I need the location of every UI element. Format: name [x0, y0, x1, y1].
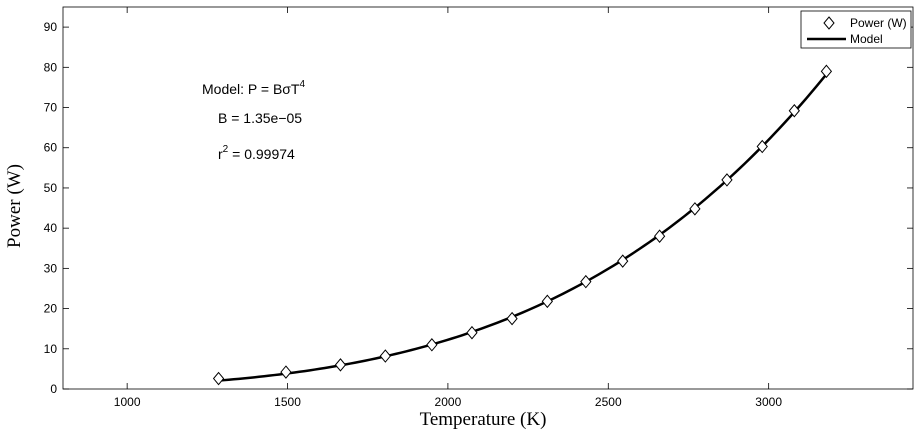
coefficient-b: B = 1.35e−05: [218, 110, 302, 126]
model-equation-exponent: 4: [299, 79, 305, 90]
data-point: [506, 311, 518, 326]
y-tick-label: 30: [44, 261, 58, 275]
data-point: [721, 173, 733, 187]
legend-box: [800, 10, 912, 49]
y-tick-label: 20: [44, 302, 58, 316]
x-tick-label: 2500: [595, 395, 622, 409]
data-point: [756, 139, 768, 154]
plot-frame: [62, 6, 914, 390]
data-point: [820, 64, 833, 79]
plot-area: [62, 6, 914, 390]
y-tick-label: 10: [44, 342, 58, 356]
r-squared-base: r: [218, 146, 223, 162]
y-tick-label: 60: [44, 141, 58, 155]
data-point: [788, 103, 800, 118]
r-squared: r2 = 0.99974: [218, 144, 295, 162]
data-point: [653, 229, 666, 243]
data-point: [466, 325, 478, 340]
data-point: [379, 349, 392, 363]
model-equation-text: Model: P = BσT: [202, 81, 300, 97]
y-tick-label: 90: [44, 20, 58, 34]
data-point: [689, 202, 701, 216]
data-point: [617, 254, 629, 268]
legend: Power (W) Model: [800, 10, 912, 49]
y-tick-label: 40: [44, 221, 58, 235]
legend-diamond-marker: [823, 16, 835, 30]
r-squared-value: = 0.99974: [228, 146, 295, 162]
x-tick-label: 3000: [755, 395, 782, 409]
data-point: [580, 274, 592, 289]
y-tick-label: 50: [44, 181, 58, 195]
x-tick-label: 2000: [435, 395, 462, 409]
r-squared-exponent: 2: [223, 144, 229, 155]
data-point: [541, 294, 553, 309]
axes: 1000 1500 2000 2500 3000 0 10 20 30 40 50 60 70 80 90: [44, 7, 913, 409]
x-tick-label: 1000: [114, 395, 141, 409]
data-point: [212, 371, 225, 386]
data-point: [426, 337, 438, 352]
series-layer: [212, 64, 833, 386]
y-tick-label: 0: [50, 382, 57, 396]
x-axis-title: Temperature (K): [420, 409, 547, 430]
data-point: [334, 358, 347, 372]
y-tick-label: 80: [44, 60, 58, 74]
y-tick-label: 70: [44, 101, 58, 115]
y-axis-title: Power (W): [4, 164, 25, 248]
x-tick-label: 1500: [274, 395, 301, 409]
legend-label-model: Model: [850, 32, 883, 46]
model-equation: Model: P = BσT4: [202, 79, 305, 97]
data-point: [280, 365, 292, 379]
legend-label-power: Power (W): [850, 16, 907, 30]
model-annotation: Model: P = BσT4 B = 1.35e−05 r2 = 0.9997…: [202, 79, 305, 162]
